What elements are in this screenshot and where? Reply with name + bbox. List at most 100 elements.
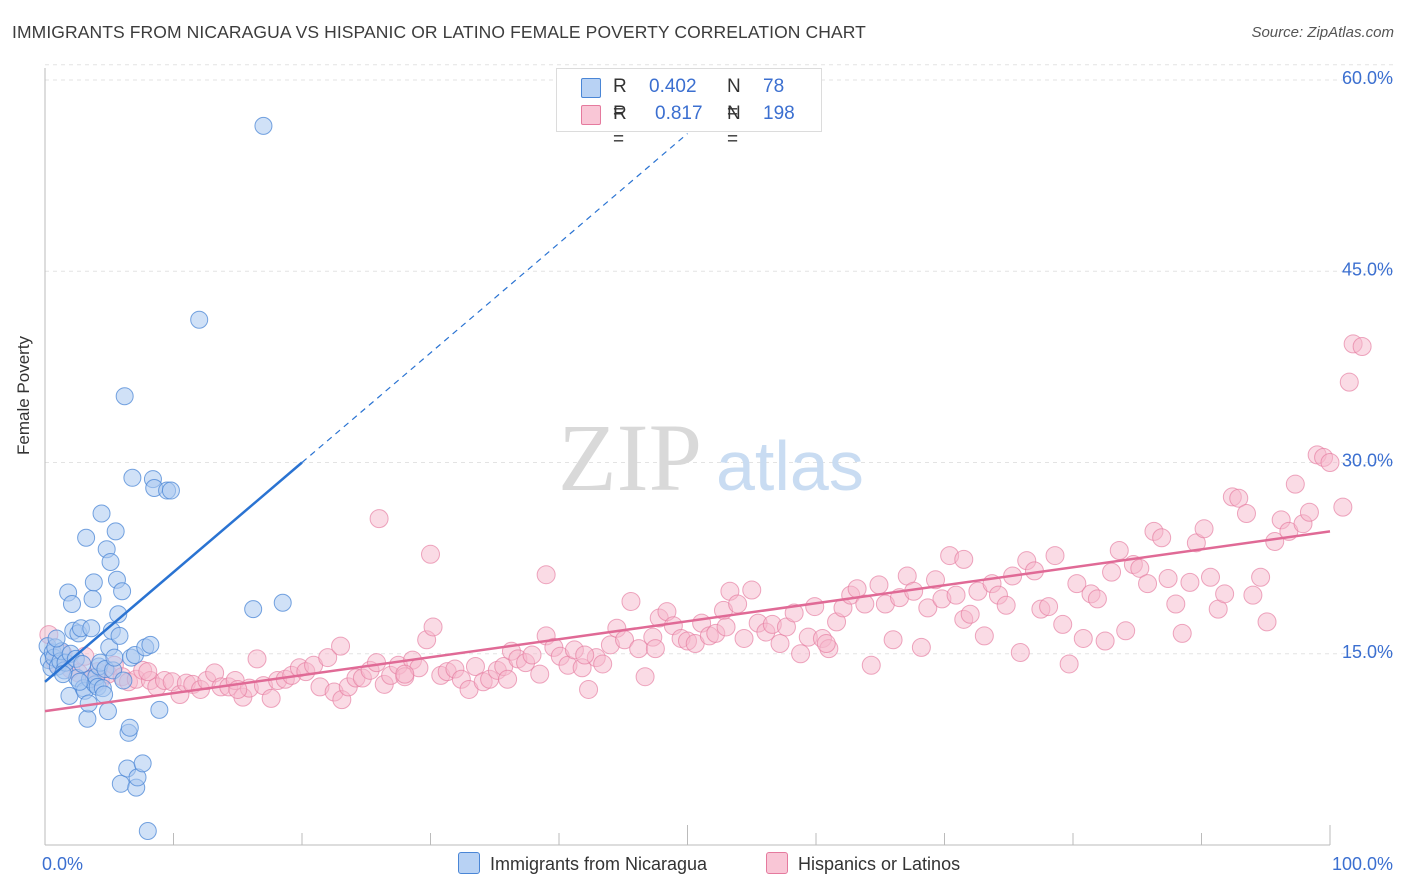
data-point-hispanics — [1180, 572, 1200, 592]
data-point-hispanics — [522, 645, 542, 665]
data-point-hispanics — [593, 654, 613, 674]
n-value: 198 — [763, 103, 795, 124]
series-nicaragua-points — [38, 116, 292, 840]
axes — [44, 68, 1331, 846]
data-point-hispanics — [621, 591, 641, 611]
data-point-hispanics — [1236, 504, 1256, 523]
data-point-hispanics — [318, 648, 338, 668]
data-point-nicaragua — [109, 605, 128, 624]
data-point-nicaragua — [111, 774, 130, 793]
data-point-hispanics — [1039, 597, 1059, 617]
data-point-hispanics — [498, 669, 518, 689]
data-point-hispanics — [530, 664, 550, 684]
data-point-hispanics — [1257, 612, 1277, 632]
data-point-nicaragua — [83, 589, 102, 608]
data-point-hispanics — [1045, 546, 1065, 566]
tick-labels: 15.0% 30.0% 45.0% 60.0% 0.0% 100.0% — [42, 68, 1393, 874]
data-point-hispanics — [1229, 488, 1249, 508]
data-point-hispanics — [1215, 584, 1235, 604]
n-label: N = — [727, 103, 741, 150]
nicaragua-legend-swatch — [458, 852, 480, 874]
data-point-hispanics — [645, 639, 665, 659]
data-point-hispanics — [1320, 453, 1340, 472]
data-point-nicaragua — [110, 626, 129, 645]
data-point-nicaragua — [73, 654, 92, 673]
data-point-hispanics — [1152, 528, 1172, 548]
data-point-nicaragua — [133, 754, 152, 773]
data-point-hispanics — [421, 544, 440, 564]
data-point-hispanics — [1251, 567, 1271, 587]
data-point-nicaragua — [273, 593, 292, 612]
data-point-hispanics — [784, 603, 804, 623]
data-point-nicaragua — [98, 702, 117, 721]
data-point-hispanics — [1130, 558, 1150, 578]
trend-line-nicaragua-extension — [301, 133, 688, 463]
data-point-hispanics — [1285, 474, 1305, 494]
data-point-hispanics — [869, 575, 889, 595]
data-point-nicaragua — [150, 700, 169, 719]
data-point-hispanics — [1166, 594, 1186, 614]
data-point-hispanics — [1172, 623, 1192, 643]
data-point-hispanics — [635, 667, 655, 687]
trend-line-nicaragua — [44, 461, 303, 683]
data-point-nicaragua — [106, 522, 125, 541]
data-point-hispanics — [423, 617, 443, 637]
y-tick-label: 60.0% — [1342, 68, 1393, 88]
x-tick-label: 100.0% — [1332, 854, 1393, 874]
data-point-hispanics — [734, 628, 754, 648]
data-point-hispanics — [1087, 589, 1107, 609]
r-label: R = — [613, 76, 627, 123]
data-point-hispanics — [960, 604, 980, 624]
data-point-nicaragua — [78, 709, 97, 728]
data-point-nicaragua — [70, 672, 89, 691]
data-point-hispanics — [579, 679, 599, 699]
data-point-hispanics — [911, 637, 931, 657]
series-hispanics-points — [39, 334, 1372, 710]
data-point-hispanics — [728, 594, 748, 614]
data-point-nicaragua — [62, 595, 81, 614]
x-tick-label: 0.0% — [42, 854, 83, 874]
watermark-atlas: atlas — [716, 427, 864, 505]
watermark: ZIP atlas — [558, 404, 864, 511]
data-point-hispanics — [331, 636, 351, 656]
legend-item-hispanics[interactable]: Hispanics or Latinos — [766, 852, 960, 876]
data-point-hispanics — [716, 617, 736, 637]
data-point-nicaragua — [244, 600, 263, 619]
data-point-hispanics — [1010, 642, 1030, 662]
nicaragua-swatch — [581, 78, 601, 98]
data-point-hispanics — [1339, 372, 1359, 392]
data-point-nicaragua — [138, 821, 157, 840]
data-point-hispanics — [261, 688, 281, 708]
data-point-hispanics — [861, 655, 881, 675]
r-value: 0.402 — [649, 76, 697, 97]
stats-box: R = 0.402 N = 78 R = 0.817 N = 198 — [556, 68, 822, 150]
data-point-nicaragua — [123, 468, 142, 487]
data-point-nicaragua — [190, 310, 209, 329]
data-point-hispanics — [1102, 562, 1122, 582]
data-point-hispanics — [1243, 585, 1263, 605]
data-point-hispanics — [742, 580, 762, 600]
data-point-hispanics — [247, 649, 267, 669]
data-point-hispanics — [805, 597, 825, 617]
data-point-hispanics — [1200, 567, 1220, 587]
data-point-hispanics — [395, 664, 415, 684]
data-point-nicaragua — [84, 573, 103, 592]
source-label[interactable]: Source: ZipAtlas.com — [1251, 24, 1394, 41]
n-label: N = — [727, 76, 741, 123]
data-point-hispanics — [1138, 574, 1158, 594]
legend-item-nicaragua[interactable]: Immigrants from Nicaragua — [458, 852, 707, 876]
data-point-nicaragua — [95, 685, 114, 704]
data-point-hispanics — [1158, 569, 1178, 589]
data-point-nicaragua — [161, 481, 180, 500]
data-point-hispanics — [1059, 654, 1079, 674]
data-point-hispanics — [138, 662, 158, 682]
data-point-hispanics — [1095, 631, 1115, 651]
data-point-nicaragua — [254, 116, 273, 135]
data-point-nicaragua — [115, 387, 134, 406]
data-point-hispanics — [883, 630, 903, 650]
n-value: 78 — [763, 76, 785, 97]
legend-label-hispanics: Hispanics or Latinos — [798, 854, 961, 874]
data-point-hispanics — [465, 657, 485, 676]
data-point-nicaragua — [82, 619, 101, 638]
